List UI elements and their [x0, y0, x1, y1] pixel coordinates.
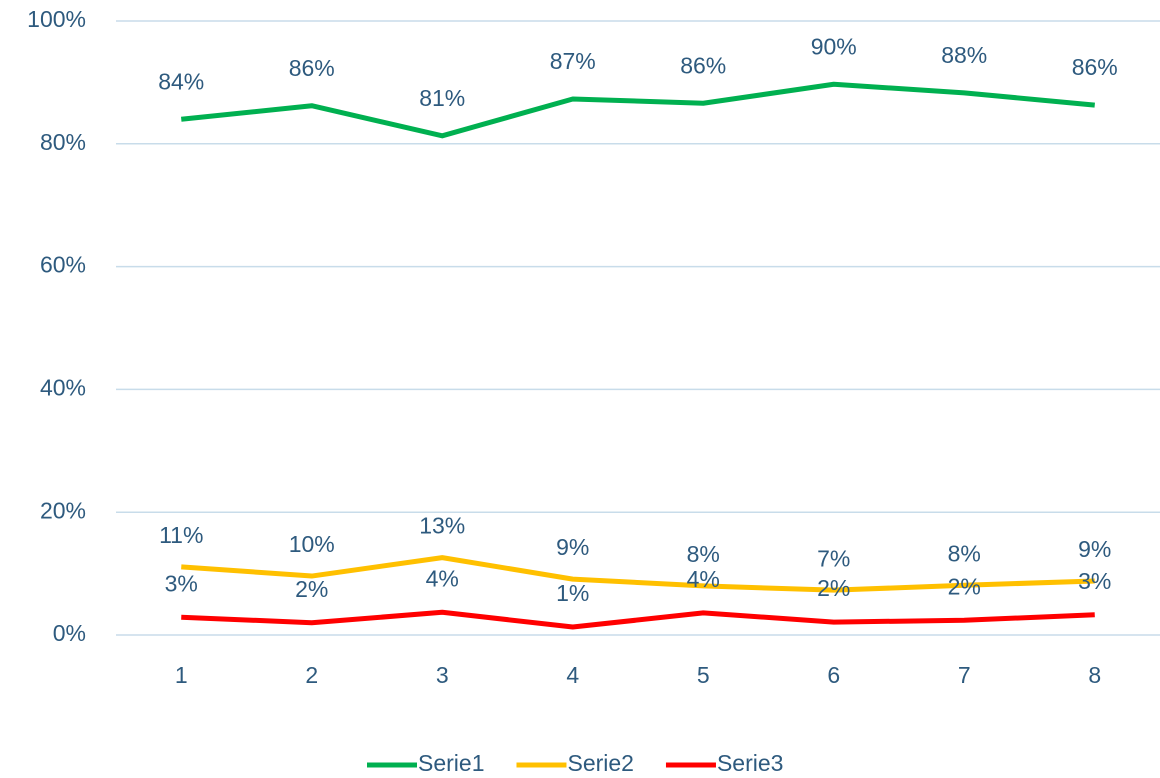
- y-tick-label: 100%: [27, 6, 86, 32]
- data-label: 9%: [1078, 536, 1111, 562]
- data-label: 84%: [158, 68, 204, 94]
- data-label: 3%: [1078, 568, 1111, 594]
- x-tick-label: 6: [827, 662, 840, 688]
- data-label: 87%: [550, 48, 596, 74]
- data-label: 1%: [556, 580, 589, 606]
- y-tick-label: 0%: [53, 620, 86, 646]
- data-label: 9%: [556, 534, 589, 560]
- y-tick-label: 40%: [40, 374, 86, 400]
- data-label: 2%: [948, 573, 981, 599]
- legend-label: Serie1: [418, 750, 484, 776]
- legend: Serie1 Serie2 Serie3: [367, 750, 783, 776]
- x-tick-label: 5: [697, 662, 710, 688]
- data-label: 4%: [426, 565, 459, 591]
- data-label: 2%: [295, 576, 328, 602]
- data-label: 2%: [817, 575, 850, 601]
- data-label: 10%: [289, 531, 335, 557]
- data-label: 8%: [687, 541, 720, 567]
- data-label: 90%: [811, 33, 857, 59]
- x-tick-label: 1: [175, 662, 188, 688]
- data-label: 86%: [680, 52, 726, 78]
- data-label: 8%: [948, 540, 981, 566]
- x-tick-label: 3: [436, 662, 449, 688]
- series-line: [181, 555, 1095, 593]
- series-line: [181, 609, 1095, 630]
- y-tick-label: 80%: [40, 129, 86, 155]
- data-label: 81%: [419, 85, 465, 111]
- data-label: 88%: [941, 42, 987, 68]
- data-label: 4%: [687, 566, 720, 592]
- data-label: 13%: [419, 513, 465, 539]
- x-tick-label: 4: [566, 662, 579, 688]
- y-tick-label: 60%: [40, 252, 86, 278]
- y-tick-label: 20%: [40, 497, 86, 523]
- series-line: [180, 81, 1095, 139]
- data-label: 86%: [289, 55, 335, 81]
- x-tick-label: 8: [1088, 662, 1101, 688]
- x-tick-label: 2: [305, 662, 318, 688]
- data-label: 7%: [817, 545, 850, 571]
- data-label: 11%: [159, 522, 203, 548]
- x-tick-label: 7: [958, 662, 971, 688]
- legend-label: Serie2: [567, 750, 633, 776]
- data-label: 3%: [165, 570, 198, 596]
- data-label: 86%: [1072, 54, 1118, 80]
- legend-label: Serie3: [717, 750, 783, 776]
